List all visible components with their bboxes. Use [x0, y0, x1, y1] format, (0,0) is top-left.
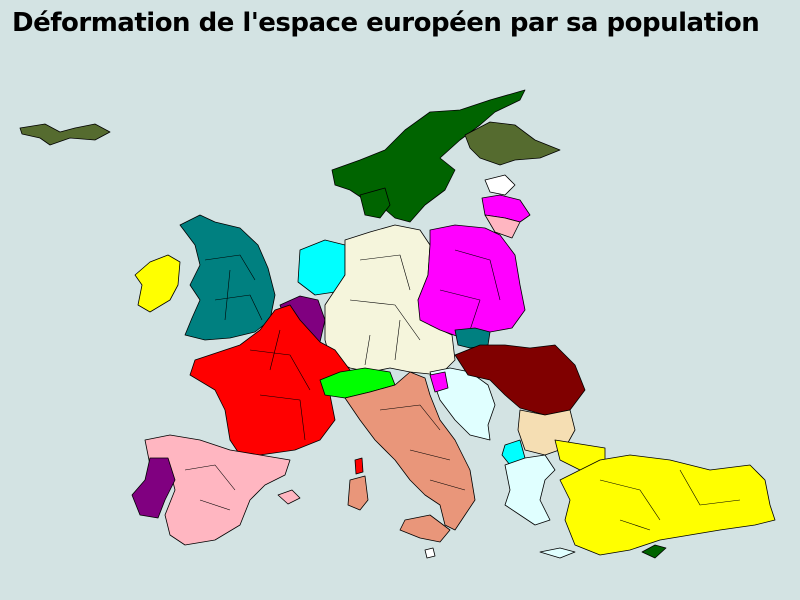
italy [344, 371, 476, 531]
region-borders [184, 464, 236, 511]
ireland [134, 254, 181, 313]
spain [144, 434, 291, 546]
finland [464, 121, 561, 166]
baltics [484, 214, 521, 239]
region-borders [204, 254, 263, 321]
romania [454, 344, 586, 416]
united-kingdom [179, 214, 276, 341]
region-borders [349, 254, 421, 366]
portugal [131, 457, 176, 519]
region-borders [249, 329, 311, 441]
denmark [359, 187, 391, 219]
malta [424, 547, 436, 559]
poland [417, 224, 526, 339]
crete [539, 547, 576, 559]
iceland [19, 123, 111, 146]
map-title: Déformation de l'espace européen par sa … [12, 8, 760, 38]
region-borders [379, 404, 466, 491]
france [189, 304, 351, 456]
baltics [484, 174, 516, 196]
sardinia [347, 475, 369, 511]
sicily [399, 514, 451, 543]
region-borders [599, 469, 741, 531]
slovenia [429, 371, 449, 393]
corsica [354, 457, 364, 475]
cyprus [641, 544, 667, 559]
region-borders [439, 249, 501, 331]
turkey [559, 454, 776, 556]
greece [504, 454, 556, 526]
balearic [277, 489, 301, 505]
